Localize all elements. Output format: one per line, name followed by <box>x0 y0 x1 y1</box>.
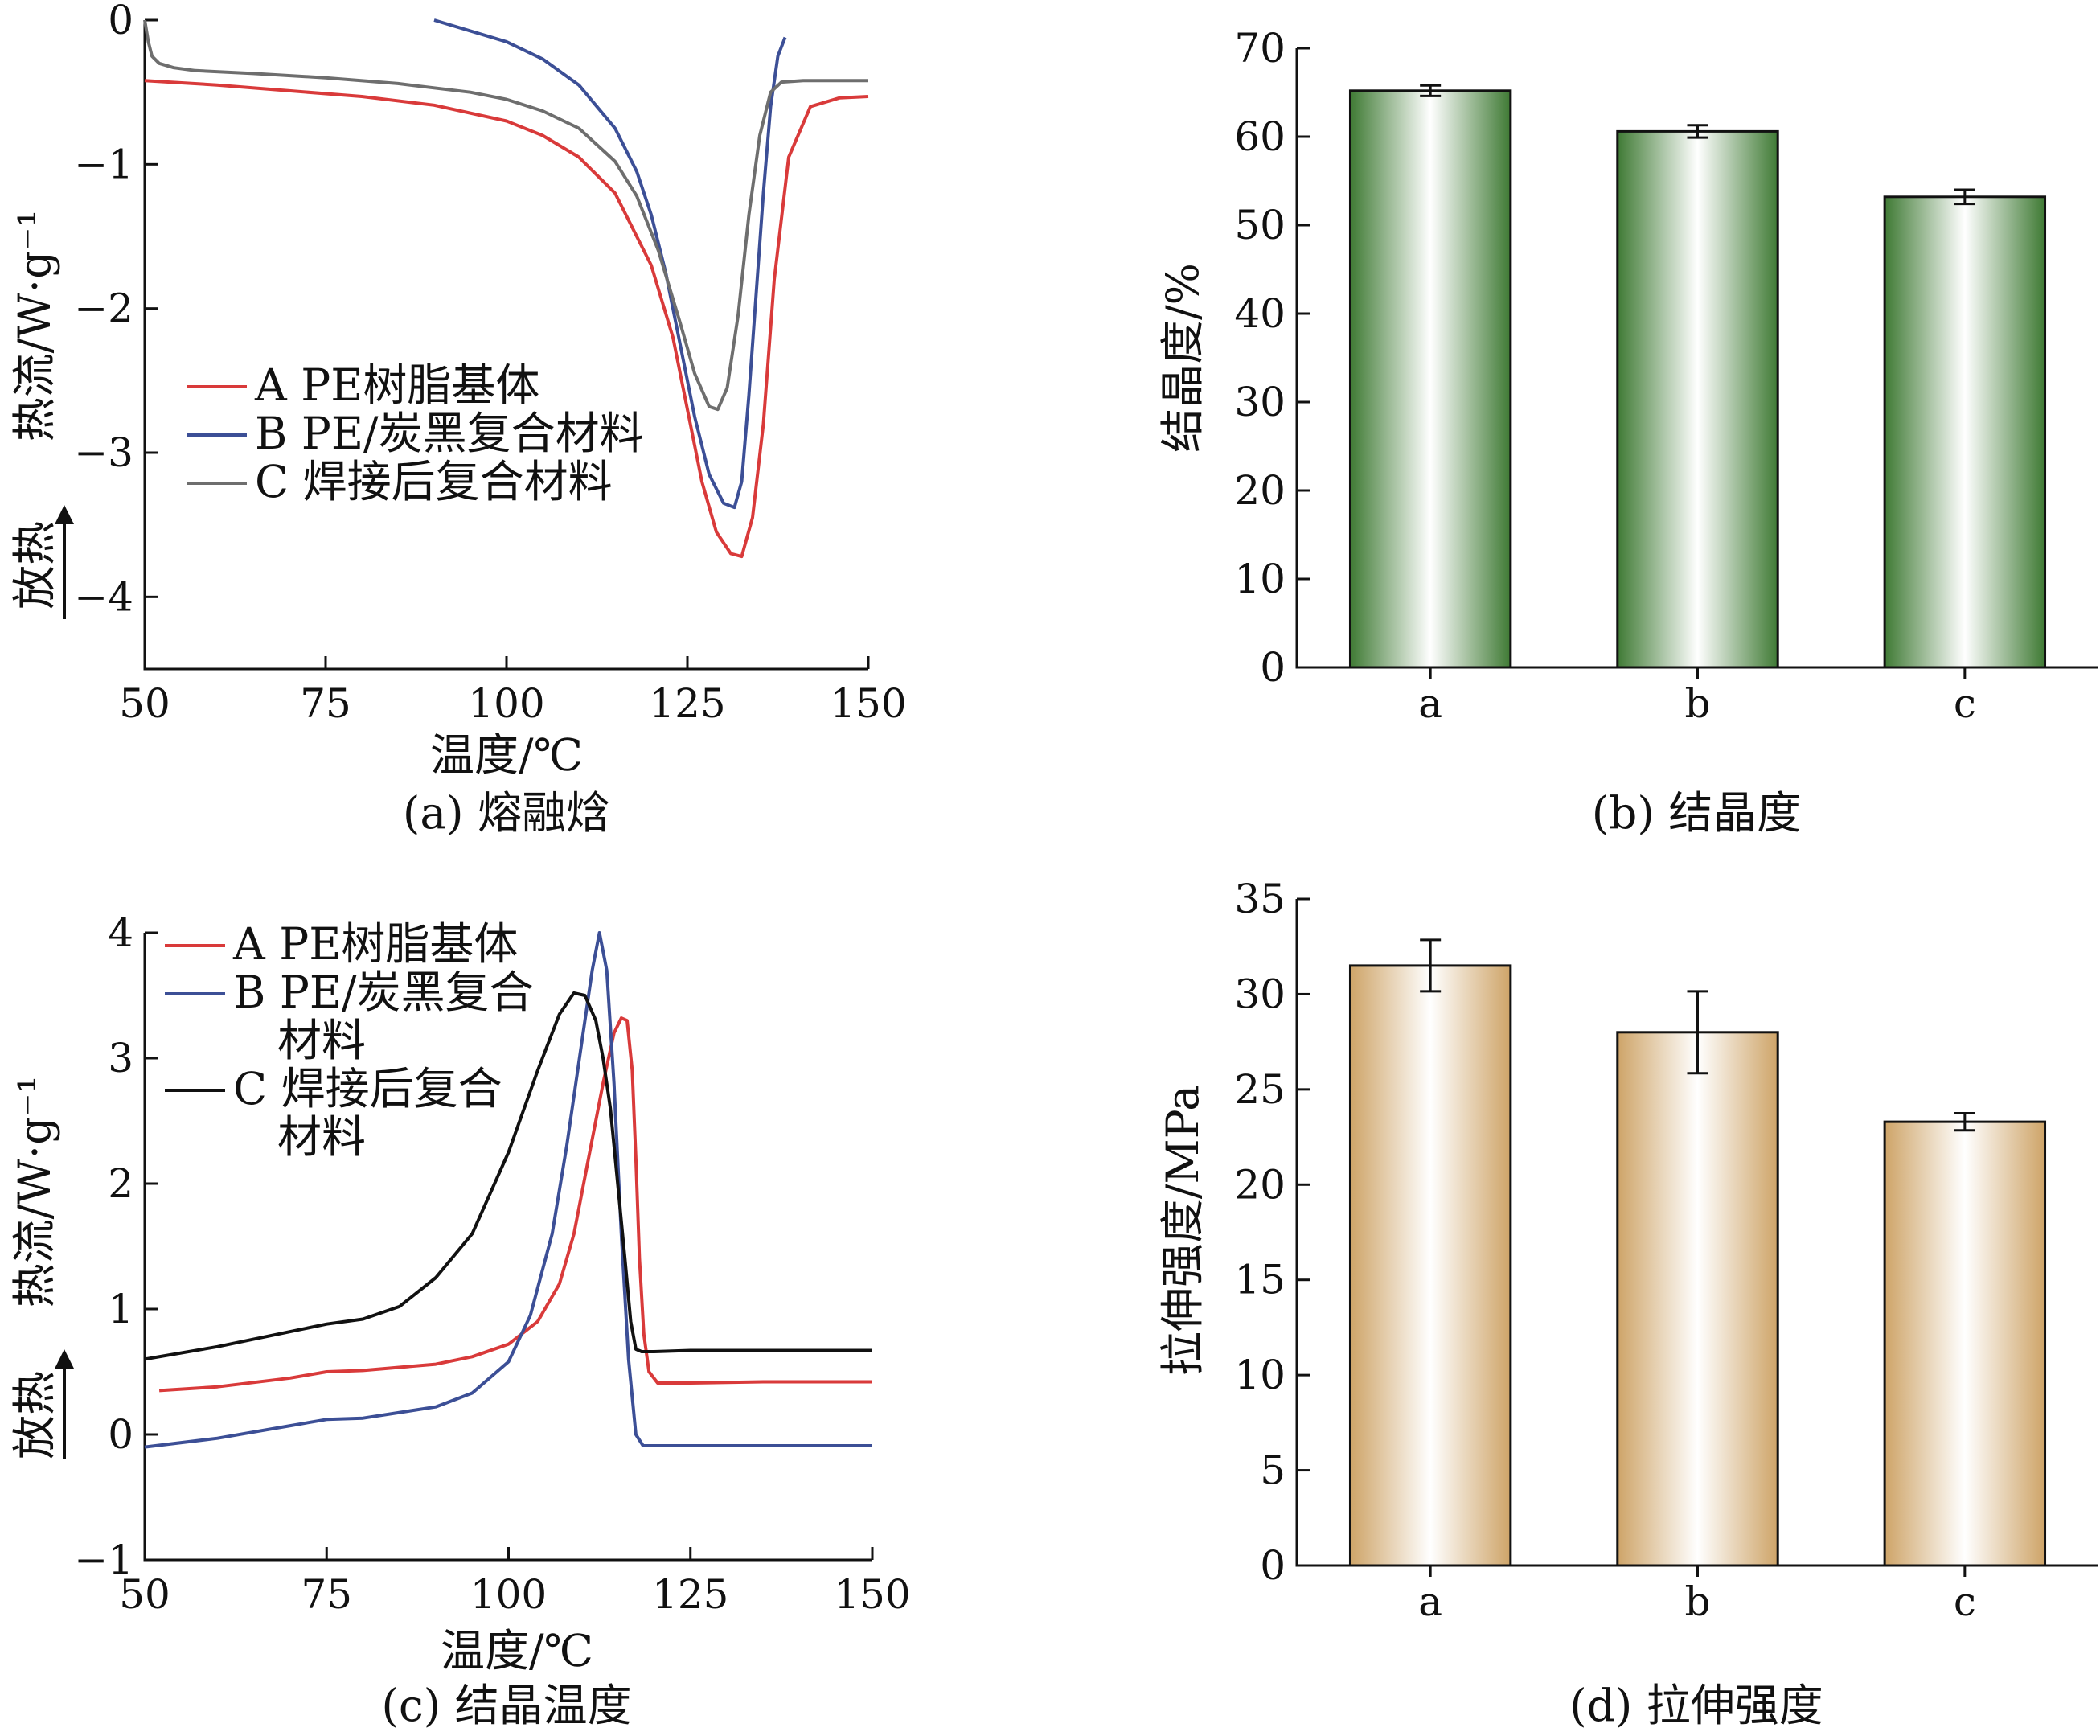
x-tick-label-d: c <box>1954 1578 1976 1625</box>
y-tick-label-d: 30 <box>1234 971 1286 1017</box>
bar-d-c <box>1883 1120 2047 1567</box>
y-tick-label-b: 0 <box>1260 644 1286 691</box>
y-tick-label-b: 60 <box>1234 113 1286 160</box>
y-tick-label-c: 4 <box>108 909 133 956</box>
legend-label-c-1: 材料 <box>277 1015 366 1066</box>
bar-d-b <box>1616 1031 1779 1567</box>
x-axis-label-c: 温度/℃ <box>441 1625 593 1676</box>
error-bar-b-c <box>1954 188 1975 206</box>
y-tick-label-b: 50 <box>1234 202 1286 248</box>
x-tick-label-a: 50 <box>119 680 170 727</box>
error-bar-d-b <box>1687 990 1708 1075</box>
bar-b-a <box>1348 89 1512 669</box>
axes-a <box>143 20 868 671</box>
y-tick-label-d: 0 <box>1260 1542 1286 1589</box>
x-tick-label-c: 75 <box>301 1571 352 1618</box>
x-tick-label-b: a <box>1418 680 1442 727</box>
x-tick-label-a: 75 <box>300 680 351 727</box>
panel-d-tensile-strength: 拉伸强度/MPa (d) 拉伸强度 0 5 10 15 20 25 30 35 a b c <box>1157 876 2098 1731</box>
y-axis-label-b: 结晶度/% <box>1157 263 1208 453</box>
exotherm-label-c: 放热 <box>9 1371 60 1459</box>
x-tick-label-b: c <box>1954 680 1976 727</box>
panel-c-crystallization-temperature: 热流/W·g⁻¹ 温度/℃ (c) 结晶温度 放热 −1 0 1 2 3 4 50 75 100… <box>9 909 911 1731</box>
y-tick-label-a: −2 <box>74 285 133 332</box>
x-tick-label-b: b <box>1684 680 1710 727</box>
exotherm-annotation-c: 放热 <box>9 1349 74 1459</box>
y-tick-label-c: 0 <box>108 1411 133 1458</box>
y-tick-label-b: 10 <box>1234 556 1286 602</box>
y-tick-label-d: 35 <box>1234 876 1286 922</box>
bar-b-b <box>1616 129 1779 669</box>
legend-label-c-2: C 焊接后复合 <box>233 1063 502 1114</box>
error-bar-d-a <box>1420 938 1442 993</box>
caption-c: (c) 结晶温度 <box>381 1680 631 1731</box>
panel-b-crystallinity: 结晶度/% (b) 结晶度 0 10 20 30 40 50 60 70 a b c <box>1157 25 2098 839</box>
caption-b: (b) 结晶度 <box>1592 787 1802 839</box>
y-tick-label-d: 5 <box>1260 1447 1286 1494</box>
y-axis-label-a: 热流/W·g⁻¹ <box>9 210 60 442</box>
caption-a: (a) 熔融焓 <box>403 787 610 839</box>
y-tick-label-a: −4 <box>74 573 133 620</box>
y-tick-label-a: −1 <box>74 141 133 187</box>
exotherm-label-a: 放热 <box>9 521 60 609</box>
y-tick-label-c: 3 <box>108 1035 133 1081</box>
x-tick-label-c: 50 <box>119 1571 170 1618</box>
legend-label-c-0: A PE树脂基体 <box>232 918 518 970</box>
x-tick-label-d: b <box>1684 1578 1710 1625</box>
legend-label-c-2: 材料 <box>277 1111 366 1163</box>
legend-label-a-2: C 焊接后复合材料 <box>255 456 613 507</box>
y-tick-label-c: 1 <box>108 1286 133 1332</box>
axes-c <box>143 933 872 1562</box>
y-tick-label-c: −1 <box>74 1537 133 1583</box>
y-tick-label-b: 70 <box>1234 25 1286 72</box>
y-tick-label-a: −3 <box>74 429 133 476</box>
exotherm-annotation-a: 放热 <box>9 505 74 619</box>
y-tick-label-d: 20 <box>1234 1161 1286 1208</box>
x-tick-label-c: 125 <box>652 1571 728 1618</box>
series-line-c-1 <box>144 931 872 1449</box>
error-bar-b-b <box>1687 124 1708 139</box>
bar-b-c <box>1883 195 2047 669</box>
x-axis-label-a: 温度/℃ <box>430 729 583 781</box>
x-tick-label-d: a <box>1418 1578 1442 1625</box>
y-tick-label-c: 2 <box>108 1160 133 1207</box>
legend-label-c-1: B PE/炭黑复合 <box>233 966 534 1018</box>
y-tick-label-d: 15 <box>1234 1257 1286 1303</box>
error-bar-b-a <box>1420 84 1442 97</box>
series-line-a-1 <box>433 18 787 510</box>
y-tick-label-a: 0 <box>108 0 133 43</box>
y-tick-label-b: 20 <box>1234 467 1286 514</box>
caption-d: (d) 拉伸强度 <box>1569 1680 1823 1731</box>
panel-a-melting-enthalpy: 热流/W·g⁻¹ 温度/℃ (a) 熔融焓 放热 0 −1 −2 −3 −4 50 75 10… <box>9 0 907 839</box>
series-line-a-0 <box>144 79 869 559</box>
x-tick-label-c: 100 <box>470 1571 547 1618</box>
bar-d-a <box>1348 964 1512 1567</box>
series-line-c-2 <box>144 991 872 1361</box>
y-axis-label-d: 拉伸强度/MPa <box>1157 1085 1208 1376</box>
legend-label-a-0: A PE树脂基体 <box>254 359 539 411</box>
legend-label-a-1: B PE/炭黑复合材料 <box>255 408 644 459</box>
y-tick-label-d: 25 <box>1234 1066 1286 1113</box>
x-tick-label-c: 150 <box>834 1571 910 1618</box>
y-tick-label-b: 30 <box>1234 379 1286 425</box>
x-tick-label-a: 100 <box>468 680 544 727</box>
x-tick-label-a: 150 <box>830 680 906 727</box>
series-line-c-0 <box>158 1016 872 1393</box>
series-line-a-2 <box>143 19 868 412</box>
error-bar-d-c <box>1954 1111 1975 1132</box>
y-tick-label-d: 10 <box>1234 1352 1286 1398</box>
y-axis-label-c: 热流/W·g⁻¹ <box>9 1076 60 1308</box>
y-tick-label-b: 40 <box>1234 290 1286 337</box>
x-tick-label-a: 125 <box>649 680 725 727</box>
